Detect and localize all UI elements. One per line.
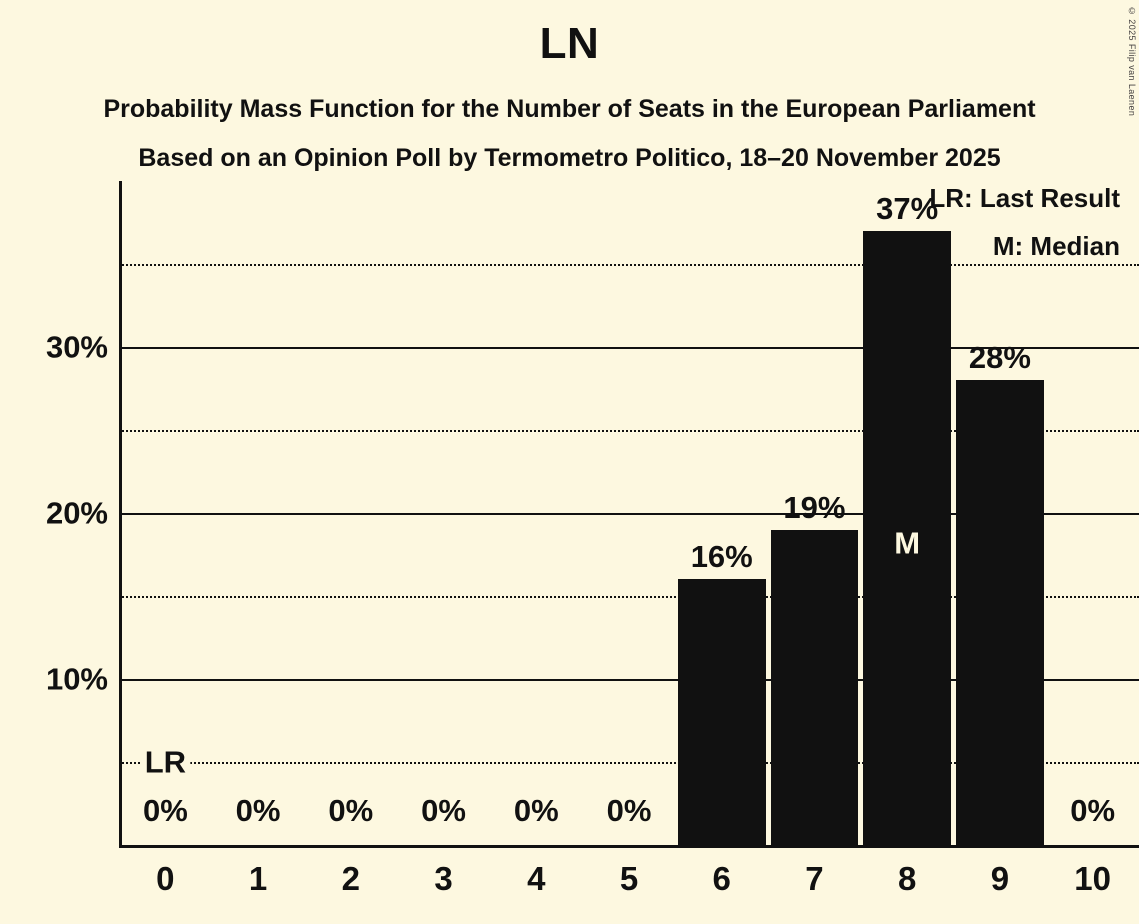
bar-value-label-seat-8: 37% <box>876 190 939 226</box>
bar-value-label-seat-0: 0% <box>142 793 188 828</box>
bar-value-label-seat-2: 0% <box>328 793 374 828</box>
gridline-major-10 <box>119 679 1139 681</box>
y-tick-label-20pct: 20% <box>45 495 108 531</box>
chart-legend: LR: Last Result M: Median <box>929 185 1120 259</box>
y-tick-label-10pct: 10% <box>45 661 108 697</box>
bar-value-label-seat-1: 0% <box>235 793 281 828</box>
bar-value-label-seat-6: 16% <box>690 539 753 575</box>
gridline-major-30 <box>119 347 1139 349</box>
x-axis-line <box>119 845 1139 848</box>
x-tick-label-5: 5 <box>619 860 639 897</box>
y-axis-tick-labels: 10% 20% 30% <box>0 181 108 848</box>
bar-seat-7[interactable] <box>770 529 859 845</box>
page-title: LN <box>539 19 600 68</box>
bar-value-label-seat-7: 19% <box>783 489 846 525</box>
y-tick-label-30pct: 30% <box>45 329 108 365</box>
gridline-major-20 <box>119 513 1139 515</box>
bar-value-label-seat-9: 28% <box>968 340 1031 376</box>
bar-value-label-seat-3: 0% <box>421 793 466 828</box>
legend-item-last-result: LR: Last Result <box>929 183 1120 213</box>
x-axis-tick-labels: 0 1 2 3 4 5 6 7 8 9 10 <box>119 862 1139 917</box>
plot-area: 0% 0% 0% 0% 0% 0% 16% 19% 37% 28% 0% M LR <box>119 181 1139 848</box>
x-tick-label-7: 7 <box>805 860 824 897</box>
x-tick-label-9: 9 <box>990 860 1010 897</box>
x-tick-label-8: 8 <box>897 860 917 897</box>
bar-seat-9[interactable] <box>956 380 1044 845</box>
legend-item-median: M: Median <box>992 231 1120 261</box>
x-tick-label-6: 6 <box>712 860 731 897</box>
bar-seat-6[interactable] <box>677 579 766 845</box>
gridline-minor-5 <box>119 762 1139 764</box>
x-tick-label-4: 4 <box>527 860 546 897</box>
chart-source-note: Based on an Opinion Poll by Termometro P… <box>138 144 1001 172</box>
gridline-minor-15 <box>119 596 1139 598</box>
last-result-marker: LR <box>140 746 191 778</box>
bar-value-label-seat-10: 0% <box>1070 793 1116 828</box>
gridline-minor-35 <box>119 264 1139 266</box>
bar-seat-8[interactable] <box>863 230 952 845</box>
median-marker: M <box>894 525 921 561</box>
bar-value-label-seat-4: 0% <box>513 793 559 828</box>
x-tick-label-1: 1 <box>248 860 268 897</box>
chart-subtitle: Probability Mass Function for the Number… <box>103 95 1036 123</box>
x-tick-label-2: 2 <box>341 860 360 897</box>
gridline-minor-25 <box>119 430 1139 432</box>
x-tick-label-3: 3 <box>434 860 453 897</box>
x-tick-label-0: 0 <box>156 860 175 897</box>
bar-value-label-seat-5: 0% <box>606 793 652 828</box>
copyright-notice: © 2025 Filip van Laenen <box>1127 6 1137 117</box>
chart-header: LN Probability Mass Function for the Num… <box>0 0 1139 171</box>
x-tick-label-10: 10 <box>1074 860 1111 897</box>
